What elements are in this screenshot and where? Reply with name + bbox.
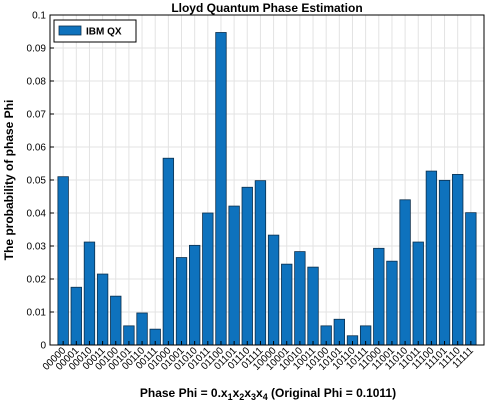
bar	[386, 260, 398, 346]
y-tick-label: 0.02	[27, 275, 47, 286]
bar	[267, 234, 280, 346]
bar	[399, 199, 411, 346]
y-tick-label: 0.01	[27, 308, 47, 319]
bar	[83, 241, 96, 346]
legend-box	[53, 19, 137, 43]
bar	[425, 170, 438, 346]
bar	[136, 312, 148, 346]
bar	[110, 295, 122, 346]
y-tick-label: 0.03	[27, 242, 47, 253]
bar	[162, 157, 175, 346]
y-tick-label: 0.06	[27, 143, 47, 154]
y-tick-label: 0.04	[27, 209, 47, 220]
bar	[202, 212, 214, 346]
x-axis-title: Phase Phi = 0.x1x2x3x4 (Original Phi = 0…	[140, 386, 396, 402]
y-tick-label: 0.05	[27, 176, 47, 187]
bar	[373, 247, 385, 346]
y-axis-title: The probability of phase Phi	[2, 100, 16, 261]
bar	[438, 179, 451, 346]
x-ticks: 0000000001000100001100100001010011000111…	[41, 341, 476, 373]
bar	[241, 186, 253, 346]
bar	[412, 241, 424, 346]
y-tick-label: 0.08	[27, 77, 47, 88]
bar	[189, 244, 201, 346]
y-tick-label: 0	[40, 341, 46, 352]
legend: IBM QX	[53, 19, 137, 43]
bar	[215, 32, 227, 346]
y-tick-label: 0.1	[32, 11, 46, 22]
y-ticks: 0 0.01 0.02 0.03 0.04 0.05 0.06 0.07 0.08 0.09 0.1	[27, 11, 54, 352]
bar	[57, 176, 69, 346]
bar	[452, 173, 464, 346]
bar	[294, 251, 306, 346]
y-tick-label: 0.07	[27, 110, 47, 121]
y-tick-label: 0.09	[27, 44, 47, 55]
bar	[254, 180, 267, 346]
bar	[228, 205, 240, 346]
bar	[281, 263, 293, 346]
bar	[307, 266, 319, 346]
bar	[175, 257, 188, 346]
bar	[465, 212, 477, 346]
legend-swatch	[58, 25, 82, 36]
bars	[57, 32, 477, 346]
chart-title: Lloyd Quantum Phase Estimation	[171, 1, 362, 15]
bar	[70, 286, 82, 346]
bar	[96, 273, 109, 346]
legend-label: IBM QX	[86, 27, 122, 38]
